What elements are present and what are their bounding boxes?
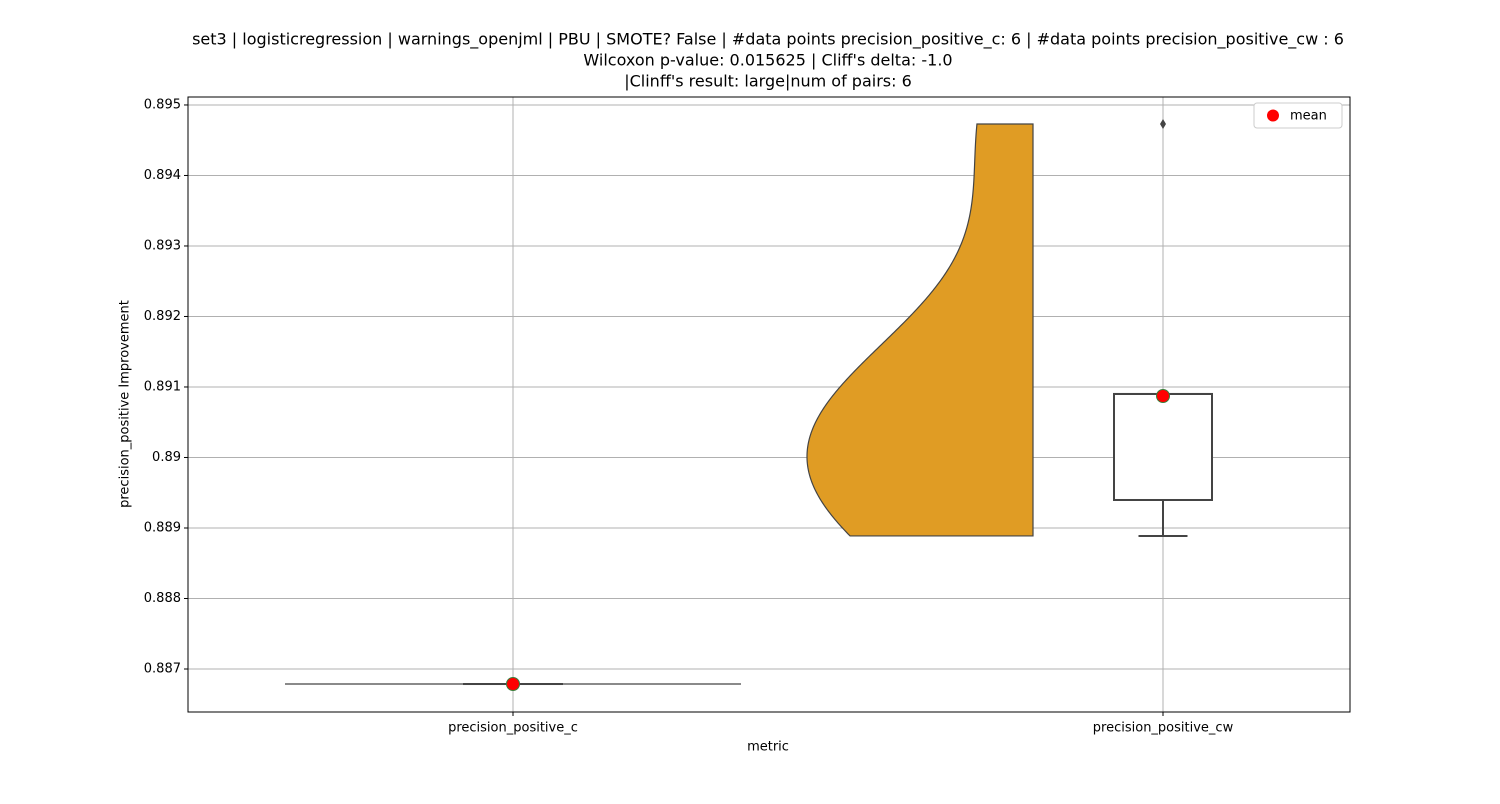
y-tick-label: 0.892 — [144, 309, 181, 324]
y-tick-label: 0.895 — [144, 97, 181, 112]
violin — [807, 124, 1033, 536]
mean-marker — [1157, 390, 1170, 403]
y-tick-label: 0.891 — [144, 379, 181, 394]
y-axis-label: precision_positive Improvement — [118, 300, 133, 508]
chart-title: set3 | logisticregression | warnings_ope… — [192, 30, 1344, 50]
legend-marker — [1267, 110, 1279, 122]
y-tick-label: 0.893 — [144, 238, 181, 253]
y-tick-label: 0.89 — [152, 450, 181, 465]
chart-subtitle: |Clinff's result: large|num of pairs: 6 — [624, 72, 912, 91]
y-tick-label: 0.887 — [144, 661, 181, 676]
x-tick-label: precision_positive_cw — [1093, 721, 1234, 736]
y-tick-label: 0.888 — [144, 591, 181, 606]
chart-subtitle: Wilcoxon p-value: 0.015625 | Cliff's del… — [583, 51, 952, 70]
y-tick-label: 0.894 — [144, 168, 181, 183]
mean-marker — [507, 678, 520, 691]
y-tick-label: 0.889 — [144, 520, 181, 535]
x-axis-label: metric — [747, 740, 789, 755]
outlier — [1160, 119, 1166, 129]
legend-label: mean — [1290, 109, 1327, 124]
box — [1114, 394, 1212, 500]
x-tick-label: precision_positive_c — [448, 721, 578, 736]
